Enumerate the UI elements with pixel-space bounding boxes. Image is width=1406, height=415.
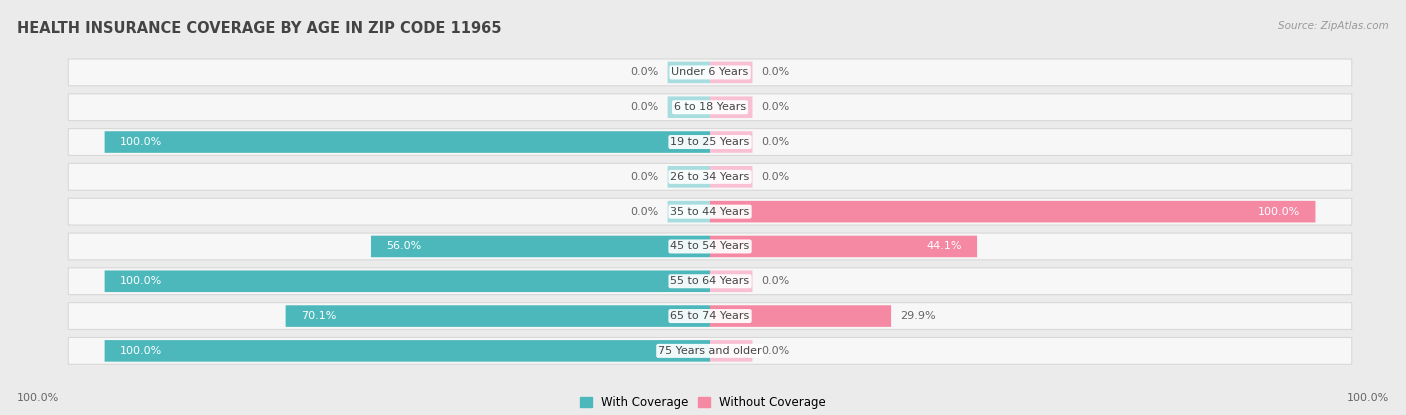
- FancyBboxPatch shape: [69, 233, 1351, 260]
- FancyBboxPatch shape: [668, 62, 710, 83]
- Text: Source: ZipAtlas.com: Source: ZipAtlas.com: [1278, 21, 1389, 31]
- Text: 75 Years and older: 75 Years and older: [658, 346, 762, 356]
- FancyBboxPatch shape: [710, 62, 752, 83]
- FancyBboxPatch shape: [710, 305, 891, 327]
- FancyBboxPatch shape: [710, 201, 1316, 222]
- FancyBboxPatch shape: [710, 131, 752, 153]
- Text: 35 to 44 Years: 35 to 44 Years: [671, 207, 749, 217]
- FancyBboxPatch shape: [710, 96, 752, 118]
- Text: 100.0%: 100.0%: [120, 276, 162, 286]
- Text: 65 to 74 Years: 65 to 74 Years: [671, 311, 749, 321]
- Text: 0.0%: 0.0%: [762, 346, 790, 356]
- Text: 26 to 34 Years: 26 to 34 Years: [671, 172, 749, 182]
- Text: 100.0%: 100.0%: [120, 346, 162, 356]
- FancyBboxPatch shape: [371, 236, 710, 257]
- FancyBboxPatch shape: [668, 96, 710, 118]
- Text: 0.0%: 0.0%: [762, 137, 790, 147]
- Text: 0.0%: 0.0%: [630, 172, 658, 182]
- FancyBboxPatch shape: [710, 271, 752, 292]
- Text: 0.0%: 0.0%: [630, 207, 658, 217]
- Text: 70.1%: 70.1%: [301, 311, 336, 321]
- Text: HEALTH INSURANCE COVERAGE BY AGE IN ZIP CODE 11965: HEALTH INSURANCE COVERAGE BY AGE IN ZIP …: [17, 21, 502, 36]
- Text: 56.0%: 56.0%: [387, 242, 422, 251]
- FancyBboxPatch shape: [69, 303, 1351, 330]
- Text: 19 to 25 Years: 19 to 25 Years: [671, 137, 749, 147]
- Text: 0.0%: 0.0%: [762, 172, 790, 182]
- Text: 0.0%: 0.0%: [762, 276, 790, 286]
- Text: 100.0%: 100.0%: [120, 137, 162, 147]
- Text: 6 to 18 Years: 6 to 18 Years: [673, 102, 747, 112]
- Text: 100.0%: 100.0%: [1347, 393, 1389, 403]
- FancyBboxPatch shape: [285, 305, 710, 327]
- FancyBboxPatch shape: [69, 268, 1351, 295]
- FancyBboxPatch shape: [104, 131, 710, 153]
- Text: 45 to 54 Years: 45 to 54 Years: [671, 242, 749, 251]
- FancyBboxPatch shape: [69, 59, 1351, 86]
- FancyBboxPatch shape: [710, 340, 752, 361]
- FancyBboxPatch shape: [104, 340, 710, 361]
- FancyBboxPatch shape: [710, 236, 977, 257]
- Legend: With Coverage, Without Coverage: With Coverage, Without Coverage: [579, 396, 827, 409]
- Text: 55 to 64 Years: 55 to 64 Years: [671, 276, 749, 286]
- FancyBboxPatch shape: [69, 94, 1351, 121]
- FancyBboxPatch shape: [104, 271, 710, 292]
- FancyBboxPatch shape: [69, 198, 1351, 225]
- Text: 29.9%: 29.9%: [900, 311, 936, 321]
- Text: 0.0%: 0.0%: [762, 67, 790, 78]
- Text: 0.0%: 0.0%: [630, 102, 658, 112]
- Text: 44.1%: 44.1%: [927, 242, 962, 251]
- FancyBboxPatch shape: [668, 166, 710, 188]
- FancyBboxPatch shape: [69, 337, 1351, 364]
- Text: 100.0%: 100.0%: [17, 393, 59, 403]
- Text: 0.0%: 0.0%: [630, 67, 658, 78]
- Text: 0.0%: 0.0%: [762, 102, 790, 112]
- Text: 100.0%: 100.0%: [1258, 207, 1301, 217]
- Text: Under 6 Years: Under 6 Years: [672, 67, 748, 78]
- FancyBboxPatch shape: [69, 164, 1351, 190]
- FancyBboxPatch shape: [710, 166, 752, 188]
- FancyBboxPatch shape: [69, 129, 1351, 156]
- FancyBboxPatch shape: [668, 201, 710, 222]
